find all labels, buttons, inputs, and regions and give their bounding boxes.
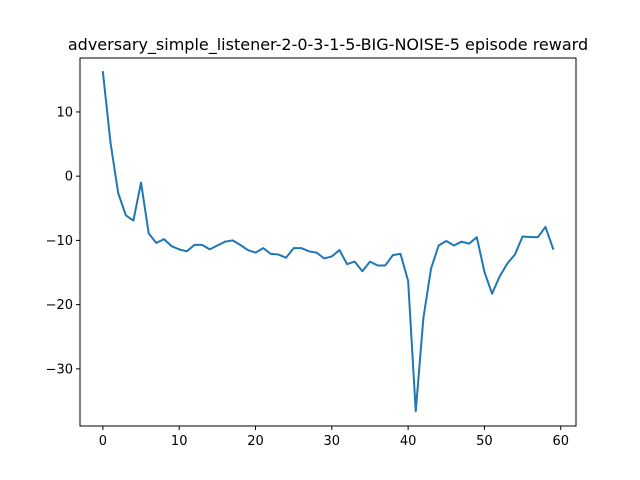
x-tick-label: 40 [400, 434, 417, 449]
y-tick-label: −20 [46, 298, 73, 313]
y-tick-label: 0 [65, 170, 73, 185]
series-line-0 [101, 71, 555, 413]
x-tick-label: 50 [476, 434, 493, 449]
y-tick-label: 10 [56, 105, 73, 120]
x-tick-label: 20 [247, 434, 264, 449]
y-tick-label: −10 [46, 234, 73, 249]
axes-frame [79, 57, 577, 427]
chart-title: adversary_simple_listener-2-0-3-1-5-BIG-… [68, 35, 588, 55]
plot-area: 0 10 20 30 40 50 60 10 0 −10 −20 −30 [46, 57, 577, 449]
x-tick-label: 60 [552, 434, 569, 449]
y-tick-label: −30 [46, 362, 73, 377]
x-tick-label: 30 [324, 434, 341, 449]
x-tick-label: 0 [99, 434, 107, 449]
x-tick-label: 10 [171, 434, 188, 449]
